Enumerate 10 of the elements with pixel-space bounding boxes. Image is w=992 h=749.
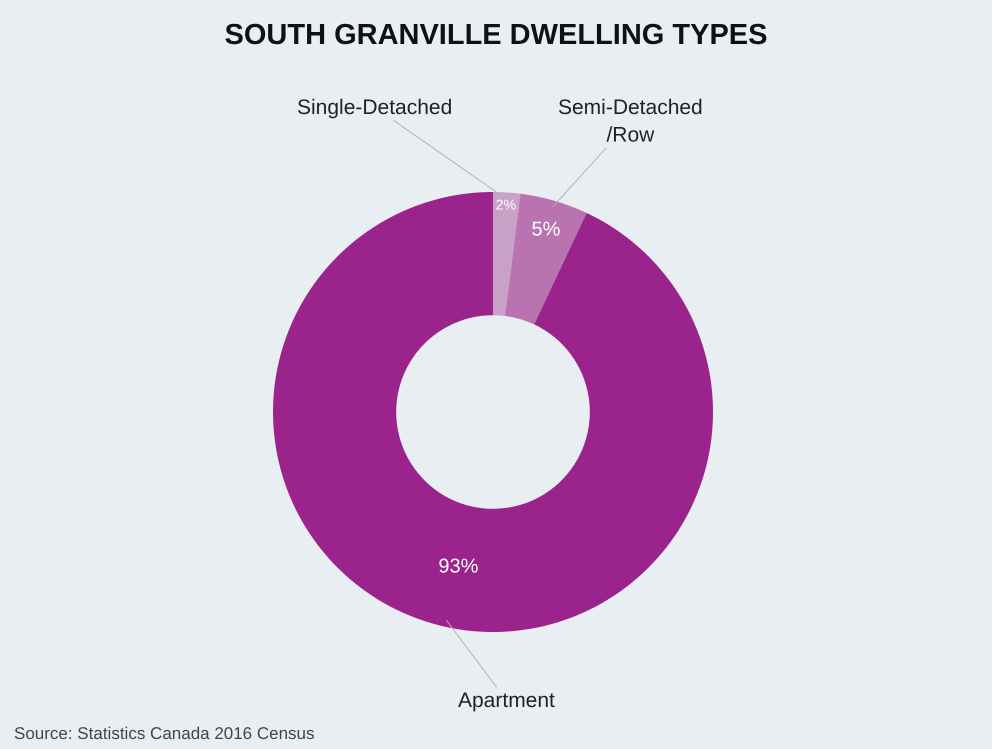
slice-label: Apartment <box>458 689 556 712</box>
donut-slice <box>273 192 713 632</box>
slice-label: Single-Detached <box>297 96 452 119</box>
data-label: 2% <box>496 198 517 214</box>
data-label: 5% <box>532 218 561 240</box>
chart-title: SOUTH GRANVILLE DWELLING TYPES <box>224 18 768 51</box>
slice-label: Semi-Detached /Row <box>558 96 703 146</box>
source-note: Source: Statistics Canada 2016 Census <box>14 724 315 743</box>
data-label: 93% <box>438 556 479 578</box>
donut-slice <box>493 192 521 316</box>
